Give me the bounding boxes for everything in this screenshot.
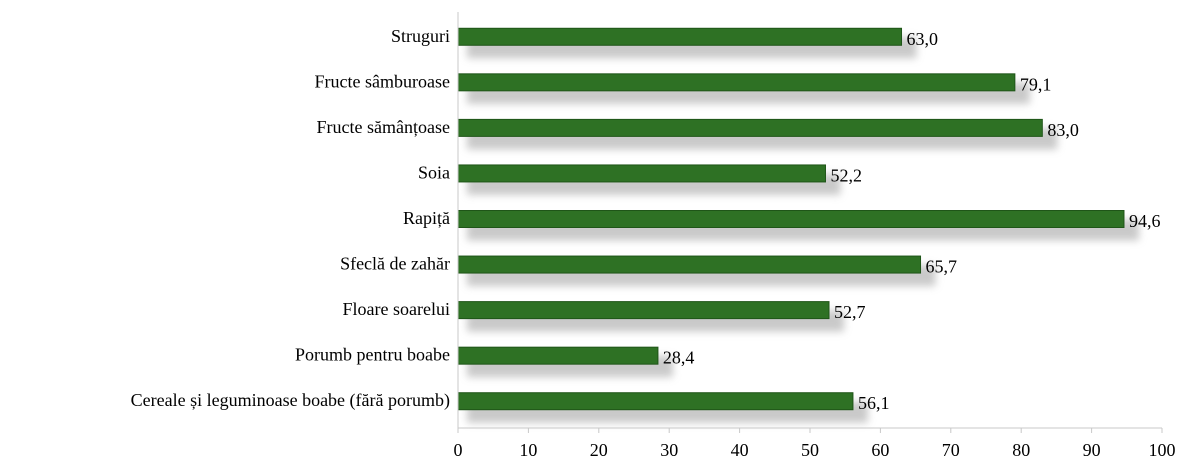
category-label: Porumb pentru boabe bbox=[295, 345, 450, 365]
x-tick-labels: 0 10 20 30 40 50 60 70 80 90 100 bbox=[454, 440, 1176, 460]
bar bbox=[457, 73, 1016, 92]
bar bbox=[457, 301, 830, 320]
value-labels: 63,0 79,1 83,0 52,2 94,6 65,7 52,7 28,4 56,1 bbox=[663, 29, 1161, 413]
category-label: Cereale și leguminoase boabe (fără porum… bbox=[131, 390, 450, 411]
value-label: 28,4 bbox=[663, 348, 695, 368]
value-label: 94,6 bbox=[1129, 211, 1161, 231]
category-label: Rapiță bbox=[403, 208, 450, 228]
category-label: Sfeclă de zahăr bbox=[340, 254, 450, 274]
category-label: Fructe sămânțoase bbox=[317, 117, 450, 137]
x-tick-label: 70 bbox=[942, 440, 960, 460]
x-tick-label: 30 bbox=[660, 440, 678, 460]
x-tick-label: 60 bbox=[871, 440, 889, 460]
bar-shadows bbox=[467, 37, 1139, 423]
bar bbox=[457, 346, 659, 365]
value-label: 63,0 bbox=[907, 29, 939, 49]
x-tick-label: 90 bbox=[1083, 440, 1101, 460]
bar bbox=[457, 210, 1125, 228]
x-tick-label: 40 bbox=[731, 440, 749, 460]
value-label: 52,2 bbox=[830, 165, 862, 185]
x-tick-label: 80 bbox=[1012, 440, 1030, 460]
x-tick-label: 20 bbox=[590, 440, 608, 460]
value-label: 56,1 bbox=[858, 393, 890, 413]
axes bbox=[457, 12, 1163, 433]
category-labels: Struguri Fructe sâmburoase Fructe sămânțoa… bbox=[131, 26, 450, 411]
bar bbox=[457, 27, 903, 46]
x-tick-label: 10 bbox=[519, 440, 537, 460]
category-label: Soia bbox=[418, 162, 450, 182]
category-label: Struguri bbox=[391, 26, 450, 46]
value-label: 83,0 bbox=[1047, 120, 1079, 140]
x-tick-label: 0 bbox=[454, 440, 463, 460]
bar bbox=[457, 118, 1043, 137]
bar bbox=[457, 255, 922, 274]
bar bbox=[457, 164, 826, 183]
value-label: 65,7 bbox=[926, 257, 958, 277]
x-tick-label: 50 bbox=[801, 440, 819, 460]
value-label: 52,7 bbox=[834, 302, 866, 322]
bar bbox=[457, 392, 854, 411]
category-label: Floare soarelui bbox=[343, 299, 450, 319]
x-tick-label: 100 bbox=[1149, 440, 1176, 460]
category-label: Fructe sâmburoase bbox=[315, 71, 450, 91]
value-label: 79,1 bbox=[1020, 74, 1052, 94]
